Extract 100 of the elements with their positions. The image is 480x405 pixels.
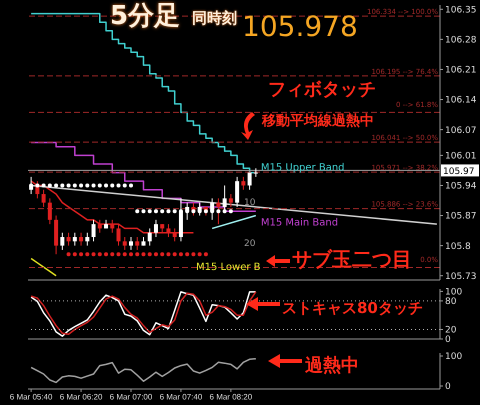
point — [104, 252, 108, 256]
point — [66, 183, 71, 188]
point — [172, 252, 177, 256]
point — [66, 252, 71, 256]
y-tick-label: 20 — [445, 326, 457, 336]
annotation: 10 — [244, 198, 256, 209]
point — [79, 252, 84, 256]
y-tick-label: 106.14 — [445, 96, 477, 106]
candlestick — [129, 236, 133, 250]
point — [204, 209, 208, 214]
point — [85, 252, 90, 256]
point — [92, 252, 96, 256]
point — [122, 252, 127, 256]
point — [92, 183, 96, 188]
point — [98, 183, 102, 188]
point — [110, 183, 114, 188]
candlestick — [241, 176, 246, 190]
point — [148, 209, 152, 214]
point — [72, 252, 77, 256]
point — [29, 183, 34, 188]
point — [148, 252, 152, 256]
candlestick — [92, 219, 96, 242]
point — [85, 183, 90, 188]
point — [54, 183, 58, 188]
candlestick — [85, 232, 90, 246]
point — [116, 252, 121, 256]
point — [154, 209, 158, 214]
point — [98, 252, 102, 256]
point — [60, 183, 64, 188]
point — [129, 183, 133, 188]
point — [178, 252, 183, 256]
candlestick — [72, 232, 77, 246]
point — [122, 183, 127, 188]
candlestick — [216, 198, 220, 225]
annotation: ストキャス80タッチ — [282, 299, 423, 317]
point — [110, 252, 114, 256]
point — [72, 183, 77, 188]
line-series — [30, 358, 257, 384]
y-tick-label: 100 — [445, 352, 462, 362]
y-tick-label: 105.87 — [445, 212, 476, 222]
y-tick-label: 80 — [445, 297, 457, 308]
point — [166, 209, 170, 214]
candlestick — [235, 176, 240, 208]
candlestick — [66, 232, 71, 246]
candlestick — [222, 184, 227, 212]
point — [160, 252, 164, 256]
y-tick-label: 105.8 — [445, 242, 472, 252]
point — [135, 252, 140, 256]
point — [166, 252, 170, 256]
series-label: M15 Main Band — [260, 217, 338, 228]
point — [172, 209, 177, 214]
x-tick-label: 6 Mar 08:20 — [210, 392, 253, 402]
point — [204, 252, 208, 256]
y-tick-label: 106.35 — [445, 5, 476, 16]
annotation: 20 — [244, 239, 256, 250]
annotation: フィボタッチ — [268, 79, 376, 100]
x-tick-label: 6 Mar 07:00 — [110, 392, 153, 402]
point — [48, 183, 52, 188]
point — [129, 252, 133, 256]
point — [141, 252, 146, 256]
candlestick — [228, 194, 233, 208]
point — [228, 209, 233, 214]
point — [160, 209, 164, 214]
x-tick-label: 6 Mar 06:20 — [60, 392, 103, 402]
y-tick-label: 106.21 — [445, 66, 476, 76]
point — [222, 209, 227, 214]
candlestick — [79, 232, 84, 246]
candlestick — [135, 236, 140, 250]
ref-line-label: 105.97 — [443, 166, 474, 177]
annotation: サブ玉二つ目 — [292, 247, 412, 271]
point — [191, 209, 196, 214]
annotation: 105.978 — [242, 10, 358, 43]
annotation: 移動平均線過熱中 — [262, 113, 374, 130]
point — [35, 183, 40, 188]
candlestick — [154, 219, 158, 238]
y-tick-label: 106.28 — [445, 36, 477, 46]
candlestick — [148, 228, 152, 246]
y-tick-label: 0 — [445, 335, 451, 346]
y-tick-label: 0 — [445, 382, 451, 392]
annotation: 過熱中 — [305, 355, 359, 376]
candlestick — [48, 198, 52, 225]
point — [198, 252, 202, 256]
y-tick-label: 106.01 — [445, 152, 476, 162]
point — [42, 183, 46, 188]
y-tick-label: 100 — [445, 288, 462, 298]
x-tick-label: 6 Mar 05:40 — [10, 392, 54, 402]
point — [216, 209, 220, 214]
y-tick-label: 105.73 — [445, 272, 476, 282]
y-tick-label: 105.94 — [445, 182, 477, 192]
point — [104, 183, 108, 188]
candlestick — [248, 172, 252, 190]
point — [191, 252, 196, 256]
point — [185, 252, 190, 256]
point — [141, 209, 146, 214]
point — [79, 183, 84, 188]
y-tick-label: 106.07 — [445, 126, 476, 136]
x-tick-label: 6 Mar 07:40 — [160, 392, 203, 402]
line-series — [30, 258, 57, 276]
candlestick — [60, 232, 64, 250]
candlestick — [42, 189, 46, 208]
